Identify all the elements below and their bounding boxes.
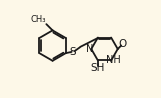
Text: N: N <box>86 44 93 54</box>
Text: S: S <box>70 47 76 57</box>
Text: O: O <box>119 39 127 49</box>
Text: SH: SH <box>91 63 105 73</box>
Text: CH₃: CH₃ <box>30 15 46 24</box>
Text: NH: NH <box>106 55 121 65</box>
